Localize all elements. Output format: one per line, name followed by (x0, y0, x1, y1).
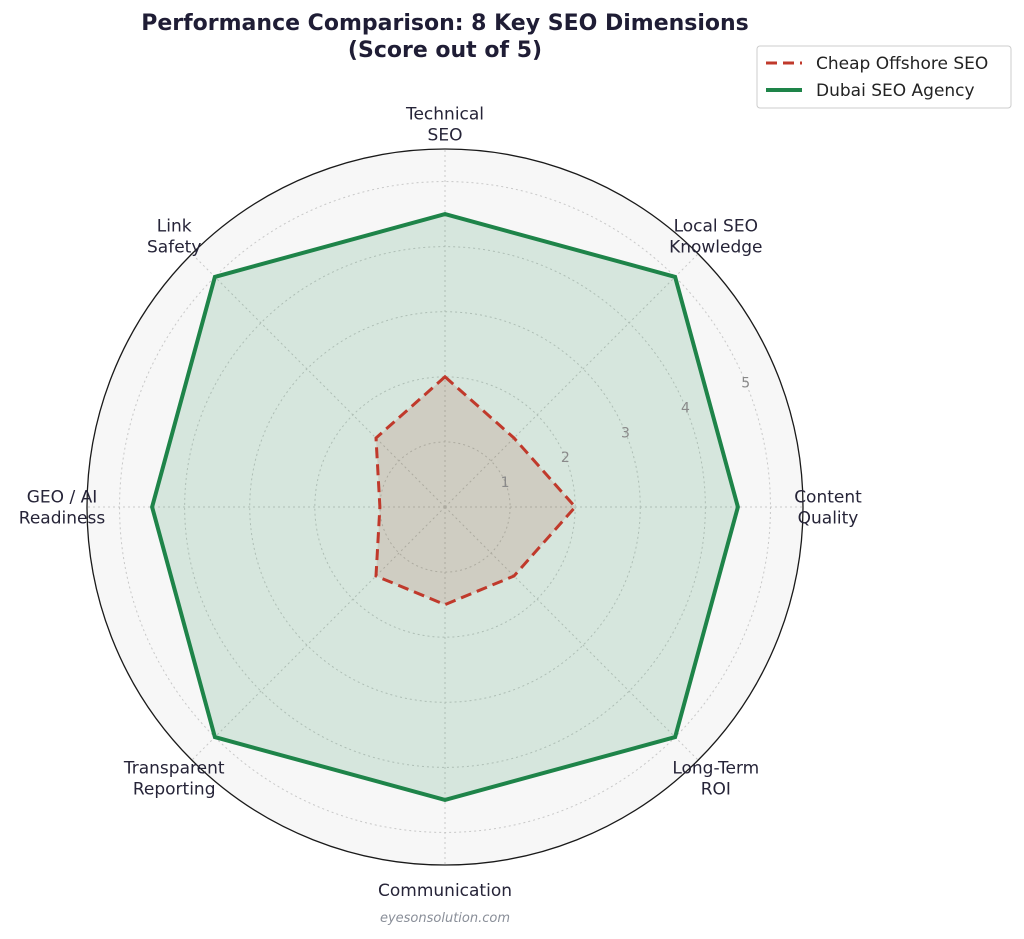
chart-title: Performance Comparison: 8 Key SEO Dimens… (141, 11, 749, 36)
radial-ticks: 1 2 3 4 5 (501, 376, 751, 492)
legend-box (756, 45, 1012, 109)
plot-outline (86, 148, 804, 866)
r-tick-label: 2 (561, 450, 570, 466)
series-fill-cheap-offshore-seo (376, 376, 576, 605)
r-tick-label: 4 (681, 400, 690, 416)
legend-label-dubai-agency: Dubai SEO Agency (816, 81, 975, 101)
watermark: eyesonsolution.com (380, 911, 510, 926)
chart-subtitle: (Score out of 5) (348, 38, 542, 63)
category-labels: Technical SEO Local SEO Knowledge Content Qua… (19, 105, 862, 902)
r-tick-label: 5 (741, 376, 750, 392)
axis-label-transparent-reporting: Transparent Reporting (123, 758, 225, 799)
axis-label-communication: Communication (378, 881, 512, 901)
series-line-cheap-offshore-seo (374, 374, 578, 607)
series-layer (150, 212, 740, 802)
axis-label-technical-seo: Technical SEO (405, 105, 484, 146)
series-line-dubai-seo-agency (150, 212, 740, 802)
series-fill-dubai-seo-agency (152, 214, 738, 800)
grid (87, 149, 803, 865)
axis-label-link-safety: Link Safety (147, 217, 201, 258)
axis-label-local-seo-knowledge: Local SEO Knowledge (669, 217, 762, 258)
r-tick-label: 1 (501, 475, 510, 491)
legend: Cheap Offshore SEO Dubai SEO Agency (756, 45, 1012, 109)
axis-label-content-quality: Content Quality (794, 488, 862, 529)
legend-label-cheap-offshore: Cheap Offshore SEO (816, 54, 988, 74)
axis-label-geo-ai-readiness: GEO / AI Readiness (19, 488, 106, 529)
r-tick-label: 3 (621, 425, 630, 441)
axis-label-long-term-roi: Long-Term ROI (672, 758, 759, 799)
